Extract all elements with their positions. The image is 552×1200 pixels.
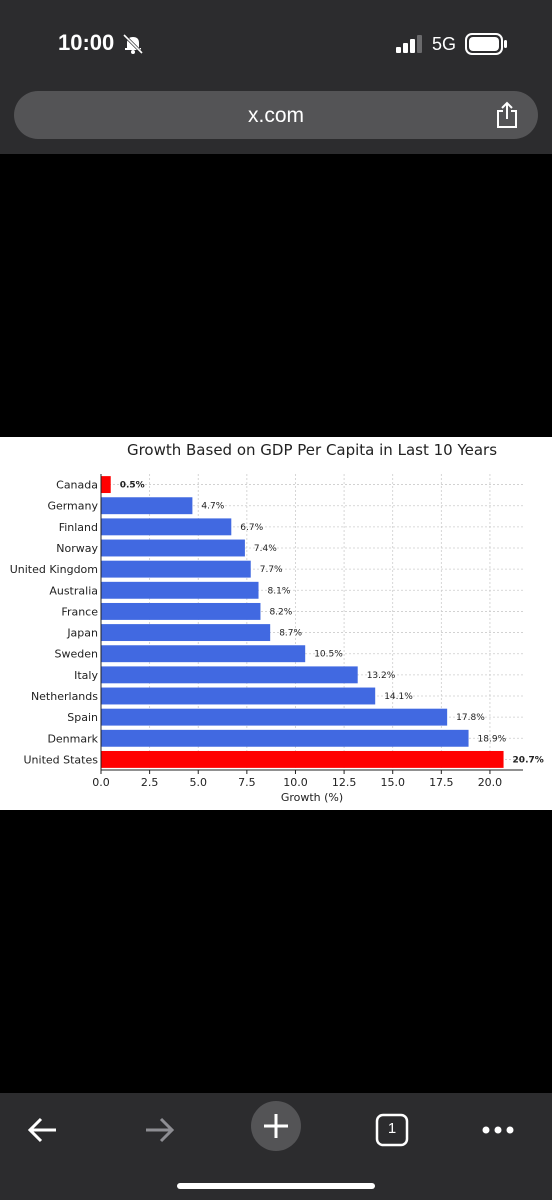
home-indicator — [177, 1183, 375, 1189]
value-label: 4.7% — [201, 502, 224, 512]
url-text[interactable]: x.com — [247, 104, 304, 127]
x-tick-label: 7.5 — [238, 776, 256, 789]
value-label: 8.1% — [268, 586, 291, 596]
bar — [101, 476, 111, 494]
bar — [101, 560, 251, 578]
forward-arrow-icon — [146, 1117, 175, 1143]
tabs-button[interactable]: 1 — [362, 1105, 422, 1155]
category-label: Sweden — [55, 648, 98, 661]
value-label: 17.8% — [456, 713, 485, 723]
category-label: Italy — [74, 669, 98, 682]
category-label: Germany — [47, 500, 98, 513]
bar — [101, 581, 259, 599]
clock: 10:00 — [58, 30, 115, 55]
category-label: Norway — [56, 542, 98, 555]
x-tick-label: 15.0 — [380, 776, 405, 789]
category-label: United States — [24, 753, 99, 766]
x-tick-label: 10.0 — [283, 776, 308, 789]
value-label: 20.7% — [513, 755, 544, 765]
bar — [101, 539, 245, 557]
x-tick-label: 20.0 — [478, 776, 503, 789]
value-label: 7.4% — [254, 544, 277, 554]
bar — [101, 645, 306, 663]
category-label: Canada — [56, 479, 98, 492]
value-label: 8.2% — [269, 607, 292, 617]
value-label: 10.5% — [314, 650, 343, 660]
value-label: 8.7% — [279, 629, 302, 639]
chart-title: Growth Based on GDP Per Capita in Last 1… — [127, 441, 497, 459]
address-bar[interactable]: x.com — [14, 91, 538, 139]
chart-image: Growth Based on GDP Per Capita in Last 1… — [0, 437, 552, 810]
bar — [101, 708, 448, 726]
bar — [101, 602, 261, 620]
category-label: Denmark — [47, 732, 98, 745]
category-label: Finland — [59, 521, 98, 534]
status-bar: 10:00 5G — [0, 0, 552, 88]
x-axis-label: Growth (%) — [281, 791, 343, 804]
address-bar-area: x.com — [0, 88, 552, 154]
battery-icon — [465, 33, 507, 55]
value-label: 7.7% — [260, 565, 283, 575]
value-label: 13.2% — [367, 671, 396, 681]
x-tick-label: 0.0 — [92, 776, 110, 789]
category-label: United Kingdom — [10, 563, 98, 576]
back-arrow-icon — [27, 1117, 56, 1143]
page-content: Growth Based on GDP Per Capita in Last 1… — [0, 154, 552, 1093]
value-label: 18.9% — [478, 734, 507, 744]
bar — [101, 497, 193, 515]
bar — [101, 687, 376, 705]
bar — [101, 729, 469, 747]
tabs-icon — [375, 1113, 409, 1147]
category-label: Spain — [67, 711, 98, 724]
share-icon[interactable] — [494, 101, 520, 129]
category-label: France — [61, 605, 98, 618]
new-tab-button[interactable] — [251, 1101, 301, 1151]
bell-slash-icon — [122, 33, 144, 55]
browser-toolbar: 1 — [0, 1093, 552, 1200]
forward-button[interactable] — [129, 1105, 189, 1155]
value-label: 6.7% — [240, 523, 263, 533]
tab-count: 1 — [387, 1120, 397, 1137]
category-label: Japan — [66, 627, 98, 640]
x-tick-label: 2.5 — [141, 776, 159, 789]
back-button[interactable] — [13, 1105, 73, 1155]
more-icon — [482, 1126, 514, 1134]
x-tick-label: 12.5 — [332, 776, 357, 789]
cellular-signal-icon — [396, 35, 422, 53]
plus-icon — [264, 1114, 288, 1138]
category-label: Australia — [49, 584, 98, 597]
bar — [101, 666, 358, 684]
value-label: 14.1% — [384, 692, 413, 702]
x-tick-label: 5.0 — [189, 776, 207, 789]
category-label: Netherlands — [31, 690, 98, 703]
value-label: 0.5% — [120, 481, 145, 491]
bar-chart: Growth Based on GDP Per Capita in Last 1… — [10, 441, 544, 804]
more-button[interactable] — [468, 1105, 528, 1155]
network-type: 5G — [432, 34, 457, 54]
x-tick-label: 17.5 — [429, 776, 454, 789]
bar — [101, 750, 504, 768]
bar — [101, 624, 271, 642]
bar — [101, 518, 232, 536]
